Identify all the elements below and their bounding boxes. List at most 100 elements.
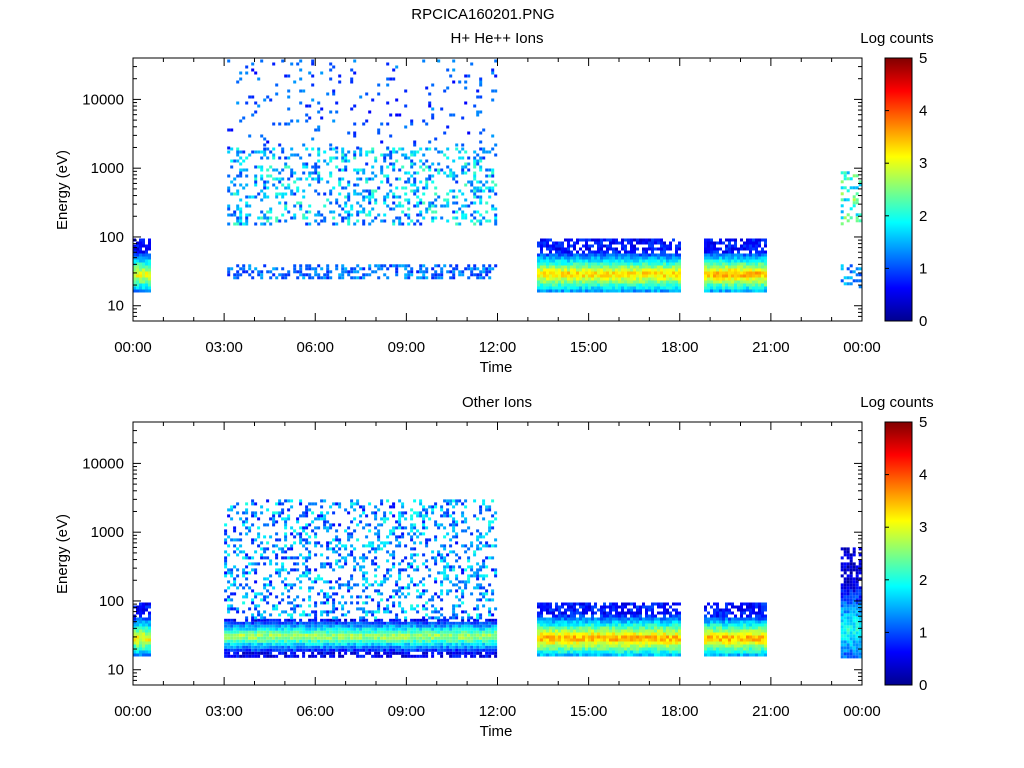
heatmap-cell <box>449 621 453 625</box>
heatmap-cell <box>239 642 243 646</box>
heatmap-cell <box>734 244 737 248</box>
heatmap-cell <box>362 642 366 646</box>
heatmap-cell <box>731 259 734 263</box>
heatmap-cell <box>615 256 618 260</box>
heatmap-cell <box>299 499 303 503</box>
heatmap-cell <box>320 627 324 631</box>
heatmap-cell <box>582 268 585 272</box>
heatmap-cell <box>302 636 306 640</box>
heatmap-cell <box>401 648 405 652</box>
heatmap-cell <box>254 624 258 628</box>
heatmap-cell <box>365 535 369 539</box>
heatmap-cell <box>719 253 722 257</box>
heatmap-cell <box>338 651 342 655</box>
heatmap-cell <box>251 601 255 605</box>
heatmap-cell <box>615 286 618 290</box>
heatmap-cell <box>368 529 372 533</box>
heatmap-cell <box>356 264 360 268</box>
heatmap-cell <box>136 638 139 642</box>
heatmap-cell <box>392 645 396 649</box>
heatmap-cell <box>284 165 288 169</box>
heatmap-cell <box>290 532 294 536</box>
heatmap-cell <box>758 244 761 248</box>
heatmap-cell <box>305 645 309 649</box>
heatmap-cell <box>344 544 348 548</box>
heatmap-cell <box>242 523 246 527</box>
heatmap-cell <box>600 277 603 281</box>
heatmap-cell <box>374 198 378 202</box>
heatmap-cell <box>579 247 582 251</box>
heatmap-cell <box>344 210 348 214</box>
heatmap-cell <box>353 636 357 640</box>
heatmap-cell <box>672 274 675 278</box>
heatmap-cell <box>389 618 393 622</box>
heatmap-cell <box>609 262 612 266</box>
heatmap-cell <box>251 113 255 117</box>
heatmap-cell <box>356 639 360 643</box>
heatmap-cell <box>338 583 342 587</box>
heatmap-cell <box>230 538 234 542</box>
heatmap-cell <box>290 648 294 652</box>
heatmap-cell <box>227 598 231 602</box>
heatmap-cell <box>254 110 258 114</box>
heatmap-cell <box>543 608 546 612</box>
heatmap-cell <box>287 648 291 652</box>
heatmap-cell <box>437 523 441 527</box>
heatmap-cell <box>425 589 429 593</box>
heatmap-cell <box>588 250 591 254</box>
heatmap-cell <box>251 270 255 274</box>
heatmap-cell <box>272 520 276 524</box>
heatmap-cell <box>227 604 231 608</box>
heatmap-cell <box>377 621 381 625</box>
heatmap-cell <box>494 633 498 637</box>
heatmap-cell <box>248 213 252 217</box>
heatmap-cell <box>248 526 252 530</box>
heatmap-cell <box>624 265 627 269</box>
heatmap-cell <box>413 583 417 587</box>
heatmap-cell <box>299 633 303 637</box>
heatmap-cell <box>139 250 142 254</box>
heatmap-cell <box>296 532 300 536</box>
heatmap-cell <box>858 183 862 187</box>
heatmap-cell <box>849 216 853 220</box>
heatmap-cell <box>725 274 728 278</box>
heatmap-cell <box>362 601 366 605</box>
heatmap-cell <box>401 147 405 151</box>
heatmap-cell <box>392 201 396 205</box>
heatmap-cell <box>260 511 264 515</box>
heatmap-cell <box>299 201 303 205</box>
heatmap-cell <box>488 642 492 646</box>
heatmap-cell <box>239 210 243 214</box>
heatmap-cell <box>455 267 459 271</box>
heatmap-cell <box>567 253 570 257</box>
heatmap-cell <box>248 571 252 575</box>
heatmap-cell <box>543 259 546 263</box>
x-axis-label: Time <box>480 723 513 740</box>
heatmap-cell <box>476 642 480 646</box>
heatmap-cell <box>564 283 567 287</box>
heatmap-cell <box>473 621 477 625</box>
heatmap-cell <box>488 174 492 178</box>
heatmap-cell <box>734 238 737 242</box>
heatmap-cell <box>603 253 606 257</box>
heatmap-cell <box>419 580 423 584</box>
heatmap-cell <box>410 633 414 637</box>
heatmap-cell <box>248 633 252 637</box>
heatmap-cell <box>731 289 734 293</box>
heatmap-cell <box>233 627 237 631</box>
heatmap-cell <box>272 607 276 611</box>
heatmap-cell <box>725 256 728 260</box>
heatmap-cell <box>350 276 354 280</box>
heatmap-cell <box>386 535 390 539</box>
heatmap-cell <box>476 633 480 637</box>
heatmap-cell <box>398 177 402 181</box>
heatmap-cell <box>755 271 758 275</box>
heatmap-cell <box>645 280 648 284</box>
heatmap-cell <box>139 611 142 615</box>
heatmap-cell <box>314 168 318 172</box>
heatmap-cell <box>296 642 300 646</box>
heatmap-cell <box>576 289 579 293</box>
heatmap-cell <box>570 265 573 269</box>
heatmap-cell <box>341 207 345 211</box>
heatmap-cell <box>597 262 600 266</box>
